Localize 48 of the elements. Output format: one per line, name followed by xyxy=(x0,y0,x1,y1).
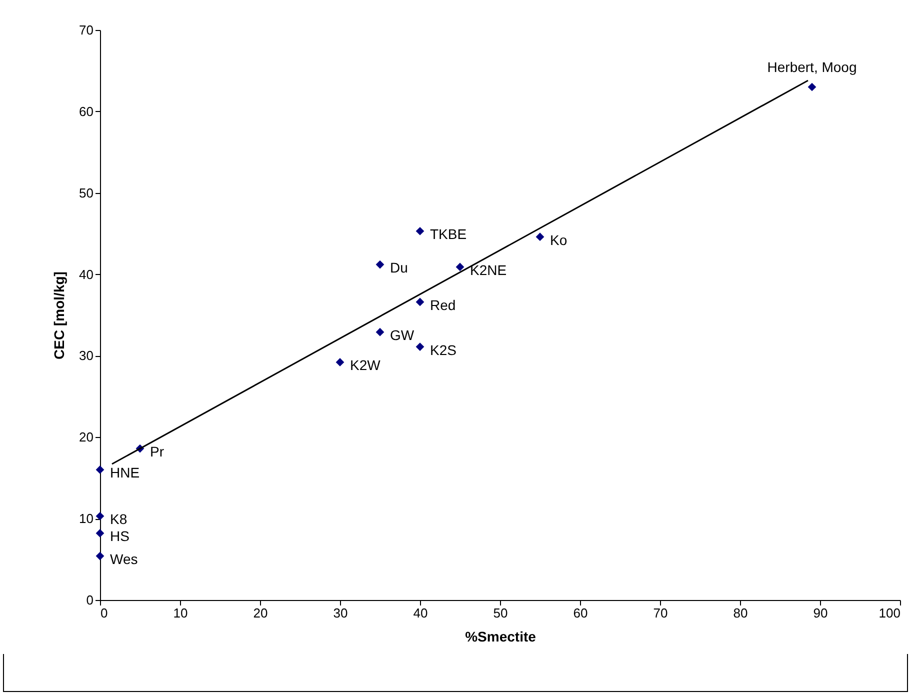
y-axis-title: CEC [mol/kg] xyxy=(51,272,68,360)
point xyxy=(808,82,816,92)
point xyxy=(96,552,104,560)
annotation: K2S xyxy=(430,342,456,358)
x-tick-label: 50 xyxy=(493,606,508,620)
y-tick-label: 60 xyxy=(79,104,94,119)
annotation: Pr xyxy=(150,444,164,460)
annotation: Ko xyxy=(550,232,568,248)
x-tick-label: 90 xyxy=(813,606,828,620)
point xyxy=(536,232,544,242)
y-tick-label: 20 xyxy=(79,430,94,445)
annotation: K2W xyxy=(350,357,382,374)
point xyxy=(416,298,424,306)
x-tick-label: 80 xyxy=(733,606,748,620)
x-tick-label: 30 xyxy=(333,606,348,620)
point xyxy=(96,512,104,520)
y-tick-label: 0 xyxy=(86,592,94,608)
point xyxy=(376,260,384,269)
x-tick-label: 0 xyxy=(100,606,108,620)
annotation: TKBE xyxy=(430,226,467,242)
y-tick-label: 40 xyxy=(79,266,94,282)
annotation: HNE xyxy=(110,464,140,481)
y-tick-label: 30 xyxy=(79,348,94,364)
point xyxy=(96,529,104,538)
x-axis-title: %Smectite xyxy=(465,628,536,644)
x-tick-label: 20 xyxy=(253,606,268,620)
x-tick-label: 10 xyxy=(173,606,188,620)
annotation: GW xyxy=(390,327,415,344)
point xyxy=(376,328,384,336)
x-tick-label: 70 xyxy=(653,606,668,620)
point xyxy=(416,226,424,236)
y-tick-label: 50 xyxy=(79,185,94,200)
annotation: K2NE xyxy=(470,262,507,278)
annotation: Red xyxy=(430,296,456,313)
annotation: Herbert, Moog xyxy=(767,59,857,75)
point xyxy=(456,262,464,272)
annotation: HS xyxy=(110,528,130,544)
x-tick-label: 100 xyxy=(878,606,900,620)
y-tick-label: 10 xyxy=(79,511,94,526)
annotation: K8 xyxy=(110,511,128,528)
point xyxy=(96,466,104,474)
annotation: Wes xyxy=(110,551,138,568)
annotation: Du xyxy=(390,260,408,276)
x-tick-label: 60 xyxy=(573,606,588,620)
y-tick-label: 70 xyxy=(79,22,94,38)
point xyxy=(336,358,344,366)
x-tick-label: 40 xyxy=(413,606,428,620)
point xyxy=(416,342,424,351)
